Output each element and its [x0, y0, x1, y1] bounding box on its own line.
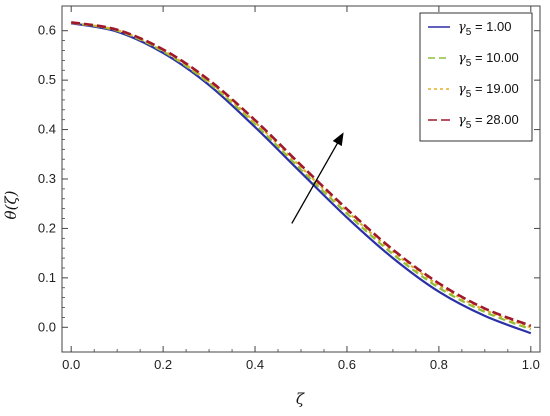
- y-tick-label: 0.6: [38, 23, 56, 38]
- legend: γ5 = 1.00 γ5 = 10.00 γ5 = 19.00 γ5 = 28.00: [419, 12, 533, 142]
- y-tick-label: 0.2: [38, 220, 56, 235]
- x-axis-ticks: 0.0 0.2 0.4 0.6 0.8 1.0: [62, 6, 540, 372]
- y-tick-label: 0.3: [38, 171, 56, 186]
- x-tick-label: 1.0: [522, 357, 540, 372]
- x-tick-label: 0.8: [430, 357, 448, 372]
- series-line-2: [71, 21, 532, 329]
- legend-box: [419, 12, 533, 142]
- legend-label-1: γ5 = 10.00: [458, 50, 519, 69]
- series-line-0: [70, 22, 532, 335]
- trend-arrow-0: [291, 132, 344, 224]
- y-tick-label: 0.4: [38, 122, 56, 137]
- x-tick-label: 0.0: [62, 357, 80, 372]
- y-tick-label: 0.1: [38, 270, 56, 285]
- series-line-1: [71, 21, 532, 331]
- x-tick-label: 0.4: [246, 357, 264, 372]
- y-axis-ticks: 0.0 0.1 0.2 0.3 0.4 0.5 0.6: [38, 23, 540, 334]
- x-tick-label: 0.2: [154, 357, 172, 372]
- series-line-3: [70, 21, 532, 328]
- y-axis-label: θ(ζ): [2, 190, 20, 219]
- x-axis-label: ζ: [296, 390, 305, 408]
- series-lines: [70, 21, 532, 335]
- x-tick-label: 0.6: [338, 357, 356, 372]
- y-tick-label: 0.5: [38, 72, 56, 87]
- legend-label-3: γ5 = 28.00: [458, 112, 519, 131]
- legend-label-2: γ5 = 19.00: [458, 81, 519, 100]
- legend-label-0: γ5 = 1.00: [458, 19, 511, 38]
- annotations: [291, 132, 344, 224]
- y-tick-label: 0.0: [38, 319, 56, 334]
